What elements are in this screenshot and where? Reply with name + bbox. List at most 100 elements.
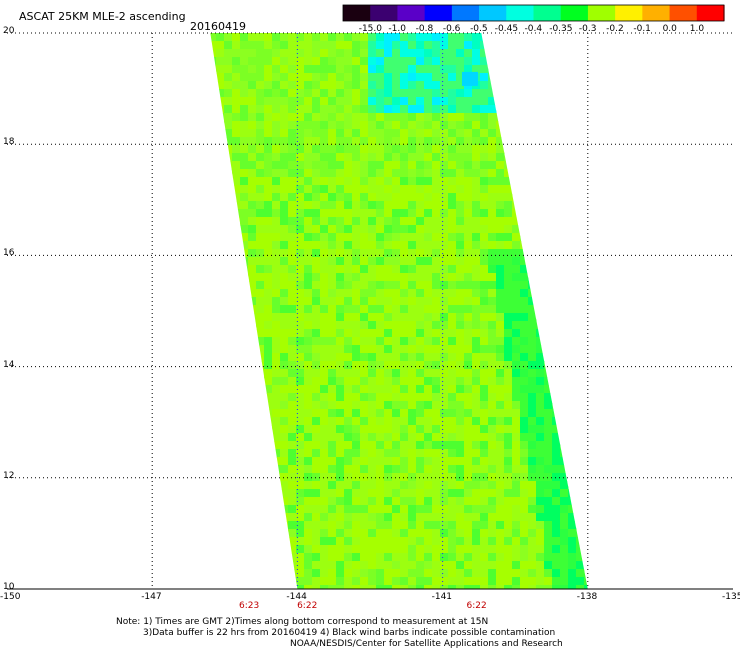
swath-cell	[200, 73, 209, 82]
swath-cell	[376, 217, 385, 226]
swath-cell	[512, 305, 521, 314]
swath-cell	[568, 553, 577, 562]
swath-cell	[536, 49, 545, 58]
swath-cell	[608, 89, 617, 98]
swath-cell	[600, 393, 609, 402]
swath-cell	[200, 393, 209, 402]
swath-cell	[256, 209, 265, 218]
swath-cell	[312, 209, 321, 218]
swath-cell	[272, 113, 281, 122]
swath-cell	[440, 377, 449, 386]
swath-cell	[440, 529, 449, 538]
swath-cell	[376, 361, 385, 370]
swath-cell	[544, 225, 553, 234]
swath-cell	[280, 153, 289, 162]
swath-cell	[312, 233, 321, 242]
swath-cell	[392, 41, 401, 50]
swath-cell	[248, 361, 257, 370]
swath-cell	[544, 97, 553, 106]
swath-cell	[472, 129, 481, 138]
swath-cell	[464, 241, 473, 250]
swath-cell	[368, 505, 377, 514]
swath-cell	[288, 465, 297, 474]
swath-cell	[384, 417, 393, 426]
swath-cell	[608, 353, 617, 362]
swath-cell	[240, 105, 249, 114]
swath-cell	[400, 521, 409, 530]
swath-cell	[224, 369, 233, 378]
swath-cell	[288, 489, 297, 498]
swath-cell	[432, 89, 441, 98]
swath-cell	[568, 505, 577, 514]
swath-cell	[320, 393, 329, 402]
swath-cell	[560, 185, 569, 194]
swath-cell	[336, 441, 345, 450]
swath-cell	[392, 393, 401, 402]
swath-cell	[408, 489, 417, 498]
swath-cell	[384, 353, 393, 362]
swath-cell	[424, 193, 433, 202]
swath-cell	[568, 313, 577, 322]
swath-cell	[240, 89, 249, 98]
swath-cell	[472, 529, 481, 538]
swath-cell	[344, 249, 353, 258]
swath-cell	[432, 305, 441, 314]
swath-cell	[472, 281, 481, 290]
swath-cell	[376, 113, 385, 122]
swath-cell	[568, 497, 577, 506]
swath-cell	[528, 113, 537, 122]
swath-cell	[352, 393, 361, 402]
swath-cell	[592, 57, 601, 66]
swath-cell	[376, 313, 385, 322]
swath-cell	[616, 305, 625, 314]
swath-cell	[232, 81, 241, 90]
swath-cell	[392, 345, 401, 354]
swath-cell	[408, 33, 417, 42]
swath-cell	[392, 457, 401, 466]
swath-cell	[448, 497, 457, 506]
swath-cell	[256, 401, 265, 410]
swath-cell	[224, 577, 233, 586]
swath-cell	[288, 385, 297, 394]
swath-cell	[528, 225, 537, 234]
swath-cell	[210, 409, 217, 418]
swath-cell	[288, 57, 297, 66]
swath-cell	[256, 33, 265, 42]
swath-cell	[232, 329, 241, 338]
swath-cell	[368, 521, 377, 530]
swath-cell	[616, 201, 625, 210]
colorbar-label: -15.0	[358, 24, 382, 34]
swath-cell	[440, 513, 449, 522]
swath-cell	[616, 433, 625, 442]
swath-cell	[264, 577, 273, 586]
swath-cell	[320, 281, 329, 290]
swath-cell	[480, 361, 489, 370]
swath-cell	[376, 401, 385, 410]
swath-cell	[248, 137, 257, 146]
swath-cell	[296, 145, 305, 154]
swath-cell	[210, 209, 217, 218]
swath-cell	[240, 65, 249, 74]
swath-cell	[280, 201, 289, 210]
swath-cell	[240, 137, 249, 146]
swath-cell	[320, 513, 329, 522]
swath-cell	[568, 465, 577, 474]
swath-cell	[336, 41, 345, 50]
swath-cell	[440, 545, 449, 554]
swath-cell	[376, 145, 385, 154]
swath-cell	[528, 441, 537, 450]
swath-cell	[456, 33, 465, 42]
swath-cell	[304, 81, 313, 90]
swath-cell	[224, 321, 233, 330]
swath-cell	[608, 297, 617, 306]
swath-cell	[560, 193, 569, 202]
swath-cell	[200, 441, 209, 450]
swath-cell	[496, 305, 505, 314]
swath-cell	[232, 73, 241, 82]
swath-cell	[344, 209, 353, 218]
swath-cell	[536, 329, 545, 338]
swath-cell	[472, 585, 481, 589]
swath-cell	[504, 41, 513, 50]
swath-cell	[232, 369, 241, 378]
swath-cell	[344, 473, 353, 482]
